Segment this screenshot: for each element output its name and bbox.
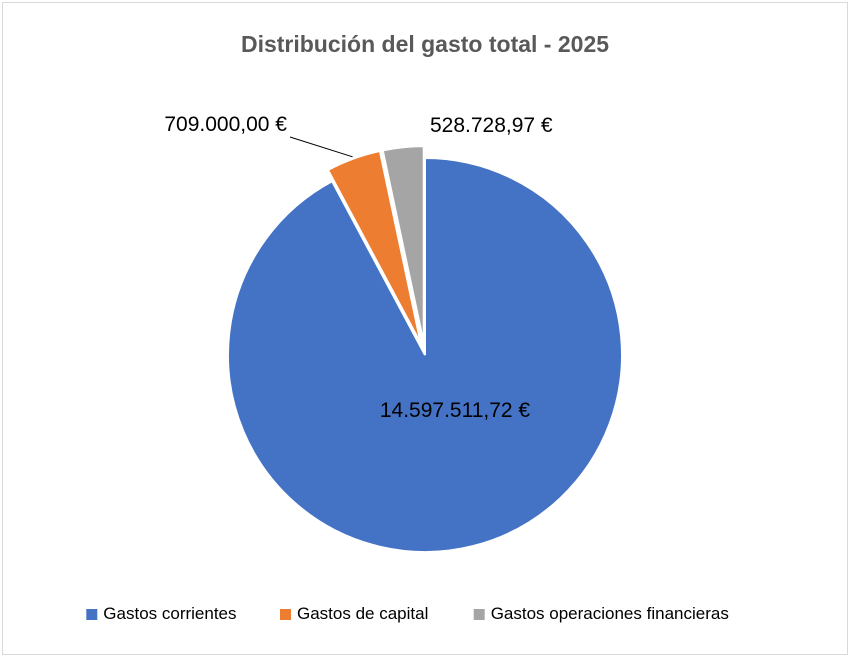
data-label-gastos-corrientes: 14.597.511,72 € <box>380 399 531 422</box>
legend-swatch-gastos-de-capital <box>280 609 291 620</box>
legend-label-gastos-corrientes: Gastos corrientes <box>103 604 236 623</box>
pie-slice-gastos-de-capital <box>326 149 422 345</box>
data-label-gastos-de-capital: 709.000,00 € <box>164 113 287 136</box>
legend-label-gastos-de-capital: Gastos de capital <box>297 604 428 623</box>
legend-swatch-gastos-corrientes <box>86 609 98 620</box>
data-label-gastos-operaciones-financieras: 528.728,97 € <box>430 114 553 137</box>
legend: Gastos corrientes Gastos de capital Gastos… <box>86 604 729 623</box>
data-labels: 14.597.511,72 € 709.000,00 € 528.728,97 € <box>164 113 553 422</box>
leader-line-gastos-de-capital <box>289 136 353 158</box>
pie-slice-gastos-corrientes <box>227 156 623 553</box>
pie-slices <box>227 145 623 553</box>
chart-title: Distribución del gasto total - 2025 <box>241 31 609 57</box>
pie-slice-gastos-operaciones-financieras <box>381 145 425 344</box>
legend-swatch-gastos-operaciones-financieras <box>473 609 485 620</box>
legend-label-gastos-operaciones-financieras: Gastos operaciones financieras <box>491 604 729 623</box>
